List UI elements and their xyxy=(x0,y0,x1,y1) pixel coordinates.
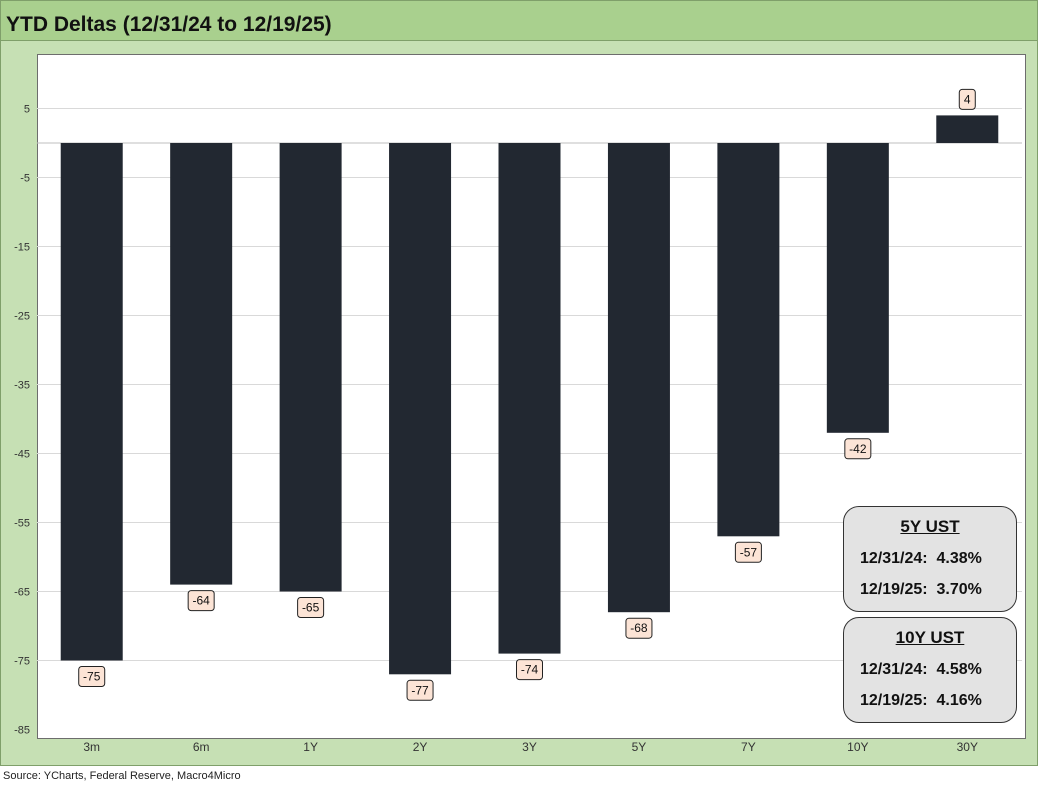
x-tick-label: 3Y xyxy=(522,740,537,754)
y-tick-label: -75 xyxy=(14,656,30,668)
data-label: -64 xyxy=(187,590,215,612)
y-tick-label: -45 xyxy=(14,449,30,461)
bar-6m xyxy=(170,143,233,585)
info-box-line: 12/19/25: 3.70% xyxy=(860,581,982,598)
info-box-line: 12/19/25: 4.16% xyxy=(860,692,982,709)
bar-7y xyxy=(717,143,780,537)
bars xyxy=(60,115,999,675)
bar-3m xyxy=(60,143,123,661)
bar-5y xyxy=(607,143,670,613)
bar-2y xyxy=(389,143,452,675)
x-tick-label: 10Y xyxy=(847,740,868,754)
data-label-text: 4 xyxy=(964,92,971,106)
info-box-line: 12/31/24: 4.58% xyxy=(860,661,982,678)
y-tick-label: -15 xyxy=(14,242,30,254)
data-label-text: -68 xyxy=(630,621,648,635)
x-tick-label: 6m xyxy=(193,740,210,754)
y-tick-label: -25 xyxy=(14,311,30,323)
y-tick-label: -35 xyxy=(14,380,30,392)
data-label: -74 xyxy=(516,659,543,681)
bar-10y xyxy=(826,143,889,433)
data-label-text: -75 xyxy=(83,670,101,684)
data-label: -68 xyxy=(625,617,653,639)
y-axis-ticks: 5 -5 -15 -25 -35 -45 -55 -65 -75 -85 xyxy=(14,104,30,737)
data-label: -75 xyxy=(78,666,106,687)
y-tick-label: -85 xyxy=(14,725,30,737)
x-tick-label: 7Y xyxy=(741,740,756,754)
x-tick-label: 1Y xyxy=(303,740,318,754)
bar-3y xyxy=(498,143,561,654)
data-label: -77 xyxy=(406,679,434,701)
data-labels: -75 -64 -65 -77 -74 -68 -57 -42 4 xyxy=(78,88,976,701)
info-box-5y-ust: 5Y UST 12/31/24: 4.38% 12/19/25: 3.70% xyxy=(843,506,1017,612)
data-label-text: -74 xyxy=(521,663,539,677)
data-label: -57 xyxy=(734,541,762,563)
y-tick-label: 5 xyxy=(24,104,30,116)
x-axis-ticks: 3m 6m 1Y 2Y 3Y 5Y 7Y 10Y 30Y xyxy=(83,740,978,754)
bar-1y xyxy=(279,143,342,592)
x-tick-label: 2Y xyxy=(413,740,428,754)
info-box-10y-ust: 10Y UST 12/31/24: 4.58% 12/19/25: 4.16% xyxy=(843,617,1017,723)
bar-chart: 5 -5 -15 -25 -35 -45 -55 -65 -75 -85 -75 -64 -65 -77… xyxy=(14,88,1022,754)
data-label: -65 xyxy=(297,597,325,618)
y-tick-label: -5 xyxy=(20,173,30,185)
x-tick-label: 30Y xyxy=(957,740,978,754)
x-tick-label: 3m xyxy=(83,740,100,754)
data-label: -42 xyxy=(844,438,872,460)
title-bar: YTD Deltas (12/31/24 to 12/19/25) xyxy=(0,0,1038,41)
x-tick-label: 5Y xyxy=(632,740,647,754)
data-label-text: -57 xyxy=(740,545,758,559)
data-label: 4 xyxy=(958,88,976,110)
info-box-line: 12/31/24: 4.38% xyxy=(860,550,982,567)
y-tick-label: -55 xyxy=(14,518,30,530)
chart-title: YTD Deltas (12/31/24 to 12/19/25) xyxy=(6,13,332,36)
info-box-title: 5Y UST xyxy=(900,517,960,536)
data-label-text: -64 xyxy=(192,594,210,608)
data-label-text: -65 xyxy=(302,601,320,615)
data-label-text: -77 xyxy=(411,683,429,697)
source-note: Source: YCharts, Federal Reserve, Macro4… xyxy=(3,770,241,782)
bar-30y xyxy=(936,115,999,143)
y-tick-label: -65 xyxy=(14,587,30,599)
info-box-title: 10Y UST xyxy=(895,628,965,647)
data-label-text: -42 xyxy=(849,442,867,456)
